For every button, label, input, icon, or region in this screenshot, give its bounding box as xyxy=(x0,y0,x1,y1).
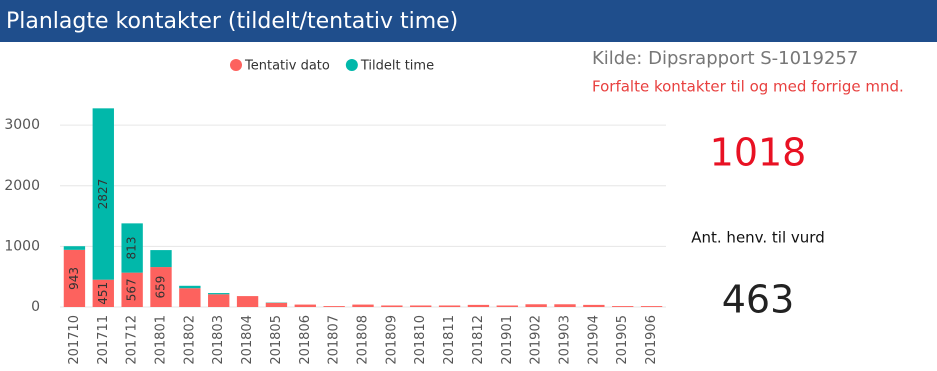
bar-segment xyxy=(294,304,316,307)
x-tick-label: 201905 xyxy=(615,315,630,365)
bar-segment xyxy=(323,306,345,307)
legend-marker xyxy=(345,59,358,71)
overdue-value: 1018 xyxy=(710,131,807,175)
bar-segment xyxy=(496,305,518,307)
bar-segment xyxy=(381,305,403,307)
source: Kilde: Dipsrapport S-1019257 xyxy=(592,48,858,69)
bar-segment xyxy=(236,296,259,307)
bar-segment xyxy=(265,302,288,307)
bar-segment xyxy=(410,305,432,307)
x-tick-label: 201812 xyxy=(471,315,486,365)
referrals-label: Ant. henv. til vurd xyxy=(691,229,824,247)
bar-segment xyxy=(179,285,201,289)
bar-segment xyxy=(121,223,143,273)
bar-segment xyxy=(554,304,576,307)
x-tick-label: 201906 xyxy=(644,315,659,365)
bar-segment xyxy=(208,293,230,295)
data-label: 2827 xyxy=(96,179,110,210)
y-tick-label: 3000 xyxy=(4,117,40,133)
bar-segment xyxy=(150,267,172,307)
bar-segment xyxy=(583,304,605,307)
legend-label: Tentativ dato xyxy=(244,59,330,74)
bar-segment xyxy=(612,306,634,307)
x-tick-label: 201810 xyxy=(413,315,428,365)
plot: 0 1000 2000 3000 Tentativ dato Tildelt time 94… xyxy=(4,59,666,365)
overdue-label: Forfalte kontakter til og med forrige mn… xyxy=(592,78,904,96)
legend-marker xyxy=(230,59,242,71)
x-tick-label: 201804 xyxy=(240,315,255,365)
title: Planlagte kontakter (tildelt/tentativ ti… xyxy=(6,9,458,34)
data-label: 659 xyxy=(154,276,168,299)
x-tick-label: 201904 xyxy=(586,315,601,365)
bar-segment xyxy=(92,279,114,307)
x-tick-label: 201809 xyxy=(384,315,399,365)
x-tick-label: 201902 xyxy=(529,315,544,365)
legend-label: Tildelt time xyxy=(360,59,434,74)
data-label: 567 xyxy=(125,278,139,301)
title-bar xyxy=(0,0,937,42)
x-tick-label: 201711 xyxy=(96,315,111,365)
data-label: 813 xyxy=(125,237,139,260)
x-tick-label: 201805 xyxy=(269,315,284,365)
bar-segment xyxy=(352,304,374,307)
x-tick-label: 201710 xyxy=(67,315,82,365)
x-tick-label: 201811 xyxy=(442,315,457,365)
x-tick-label: 201808 xyxy=(356,315,371,365)
bar-segment xyxy=(208,294,230,307)
x-tick-label: 201801 xyxy=(154,315,169,365)
bar-segment xyxy=(438,305,461,307)
bar-segment xyxy=(150,250,172,268)
x-tick-label: 201802 xyxy=(182,315,197,365)
bar-segment xyxy=(467,304,490,307)
x-tick-label: 201807 xyxy=(327,315,342,365)
x-tick-label: 201903 xyxy=(558,315,573,365)
data-label: 943 xyxy=(67,267,81,290)
bar-segment xyxy=(525,304,547,307)
x-tick-label: 201806 xyxy=(298,315,313,365)
referrals-value: 463 xyxy=(722,278,795,322)
y-tick-label: 1000 xyxy=(4,238,40,254)
x-tick-label: 201803 xyxy=(211,315,226,365)
x-tick-label: 201712 xyxy=(125,315,140,365)
bar-segment xyxy=(63,246,86,250)
bar-segment xyxy=(92,108,114,280)
bar-segment xyxy=(179,288,201,307)
bar-segment xyxy=(121,272,143,307)
y-tick-label: 2000 xyxy=(4,178,40,194)
x-tick-label: 201901 xyxy=(500,315,515,365)
data-label: 451 xyxy=(96,282,110,305)
y-tick-label: 0 xyxy=(31,299,40,315)
bar-segment xyxy=(640,306,663,307)
bar-segment xyxy=(63,249,86,307)
